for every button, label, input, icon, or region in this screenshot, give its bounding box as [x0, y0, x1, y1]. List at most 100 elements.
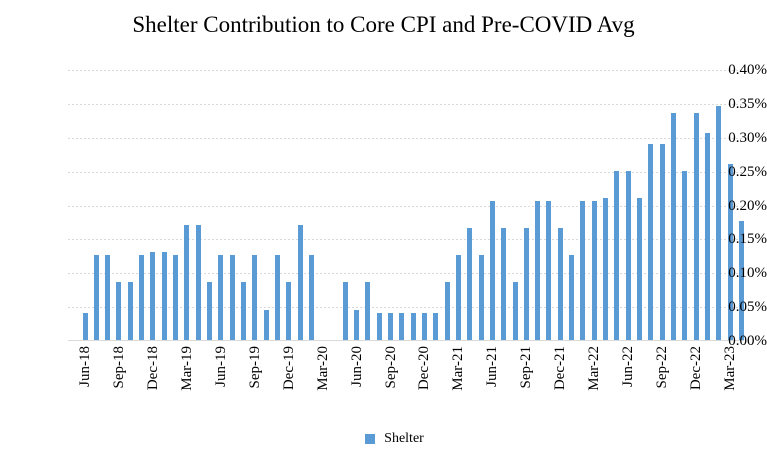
gridline	[68, 205, 744, 207]
bar-Sep-20	[388, 312, 394, 340]
bar-Apr-21	[467, 228, 473, 340]
bar-May-19	[206, 282, 212, 340]
bar-Aug-19	[240, 282, 246, 340]
bar-Nov-20	[410, 312, 416, 340]
x-tick-label: Sep-19	[246, 346, 263, 389]
x-tick-label: Jun-18	[77, 346, 93, 387]
bar-May-20	[342, 282, 348, 340]
bar-Apr-22	[603, 197, 609, 340]
bar-Dec-21	[557, 228, 563, 340]
x-tick-label: Mar-22	[586, 346, 603, 391]
bar-Feb-20	[308, 255, 314, 340]
x-tick-label: Jun-21	[484, 346, 501, 387]
x-tick-label: Dec-22	[688, 346, 705, 391]
bar-Jun-18	[82, 312, 88, 340]
x-tick-label: Mar-23	[722, 346, 738, 391]
gridline	[68, 137, 744, 139]
bar-Jul-20	[365, 282, 371, 340]
bar-Dec-20	[421, 312, 427, 340]
gridline	[68, 70, 744, 71]
bar-Mar-23	[727, 163, 733, 340]
y-tick-label: 0.15%	[728, 231, 767, 248]
bar-Jan-23	[704, 133, 710, 340]
bar-Oct-20	[399, 312, 405, 340]
legend: Shelter	[0, 431, 767, 447]
bar-Oct-22	[670, 113, 676, 340]
x-tick-label: Mar-20	[314, 346, 331, 391]
bar-Feb-21	[444, 282, 450, 340]
x-tick-label: Jun-20	[348, 346, 365, 387]
gridline	[68, 239, 744, 241]
bar-Jan-22	[569, 255, 575, 340]
x-tick-label: Jun-22	[620, 346, 637, 387]
bar-Jun-22	[625, 170, 631, 340]
bar-Nov-19	[274, 255, 280, 340]
x-tick-label: Dec-18	[144, 346, 161, 391]
bar-Jun-21	[489, 201, 495, 340]
y-tick-label: 0.35%	[728, 95, 767, 112]
bar-Jan-19	[161, 251, 167, 340]
bar-Sep-21	[523, 228, 529, 340]
x-tick-label: Jun-19	[212, 346, 229, 387]
bar-Aug-20	[376, 312, 382, 340]
bar-Jun-19	[218, 255, 224, 340]
x-tick-label: Dec-20	[416, 346, 433, 391]
y-tick-label: 0.30%	[728, 129, 767, 146]
legend-swatch-shelter	[365, 434, 376, 444]
bar-Jul-19	[229, 255, 235, 340]
bar-Mar-22	[591, 201, 597, 340]
bar-Dec-22	[693, 113, 699, 340]
y-tick-label: 0.00%	[728, 333, 767, 349]
bar-Dec-18	[150, 251, 156, 340]
bar-Dec-19	[286, 282, 292, 340]
bar-Sep-18	[116, 282, 122, 340]
bar-Nov-21	[546, 201, 552, 340]
bar-Oct-19	[263, 309, 269, 340]
bar-Sep-22	[659, 143, 665, 340]
bar-Apr-23	[738, 221, 744, 340]
bar-Oct-18	[127, 282, 133, 340]
y-tick-label: 0.25%	[728, 163, 767, 180]
bar-Jul-22	[636, 197, 642, 340]
y-tick-label: 0.20%	[728, 197, 767, 214]
bar-Nov-18	[139, 255, 145, 340]
bar-Jan-20	[297, 224, 303, 340]
gridline	[68, 171, 744, 173]
x-tick-label: Dec-21	[552, 346, 569, 391]
y-tick-label: 0.05%	[728, 299, 767, 316]
bar-Mar-19	[184, 224, 190, 340]
y-tick-label: 0.40%	[728, 62, 767, 78]
bar-Feb-19	[173, 255, 179, 340]
bar-Apr-19	[195, 224, 201, 340]
x-tick-label: Dec-19	[280, 346, 297, 391]
bar-Feb-22	[580, 201, 586, 340]
gridline	[68, 273, 744, 275]
y-tick-label: 0.10%	[728, 265, 767, 282]
gridline	[68, 307, 744, 309]
bar-Oct-21	[535, 201, 541, 340]
bar-Mar-21	[455, 255, 461, 340]
bar-Jun-20	[354, 309, 360, 340]
x-axis-line	[68, 340, 744, 341]
chart-title: Shelter Contribution to Core CPI and Pre…	[132, 12, 635, 37]
bar-Feb-23	[716, 106, 722, 340]
plot-area	[68, 70, 744, 341]
bar-Jul-21	[501, 228, 507, 340]
x-tick-label: Sep-21	[518, 346, 535, 389]
bar-Jul-18	[93, 255, 99, 340]
bar-Nov-22	[682, 170, 688, 340]
bar-Jan-21	[433, 312, 439, 340]
bar-Sep-19	[252, 255, 258, 340]
bar-Aug-22	[648, 143, 654, 340]
bar-Aug-21	[512, 282, 518, 340]
bar-May-21	[478, 255, 484, 340]
bar-May-22	[614, 170, 620, 340]
gridline	[68, 103, 744, 105]
x-tick-label: Mar-19	[178, 346, 195, 391]
bar-Aug-18	[105, 255, 111, 340]
x-tick-label: Sep-22	[654, 346, 671, 389]
x-tick-label: Sep-20	[382, 346, 399, 389]
legend-label-shelter: Shelter	[384, 431, 424, 446]
x-tick-label: Mar-21	[450, 346, 467, 391]
